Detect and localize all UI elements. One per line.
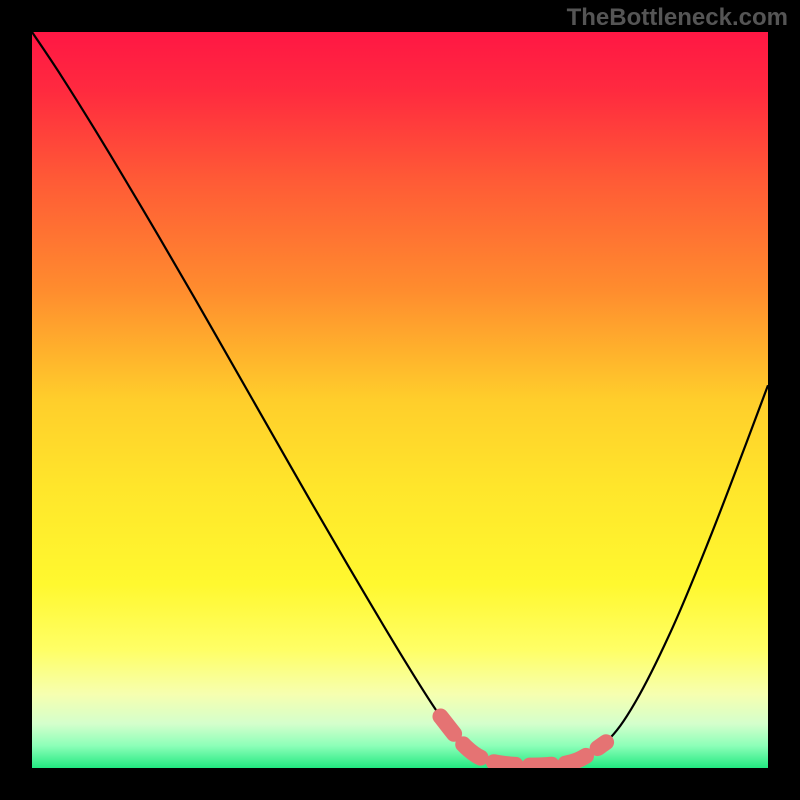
bottleneck-curve [32,32,768,766]
curve-layer [32,32,768,768]
optimal-range-marker [440,716,606,765]
chart-container: TheBottleneck.com [0,0,800,800]
watermark-text: TheBottleneck.com [567,4,788,32]
plot-area [32,32,768,768]
